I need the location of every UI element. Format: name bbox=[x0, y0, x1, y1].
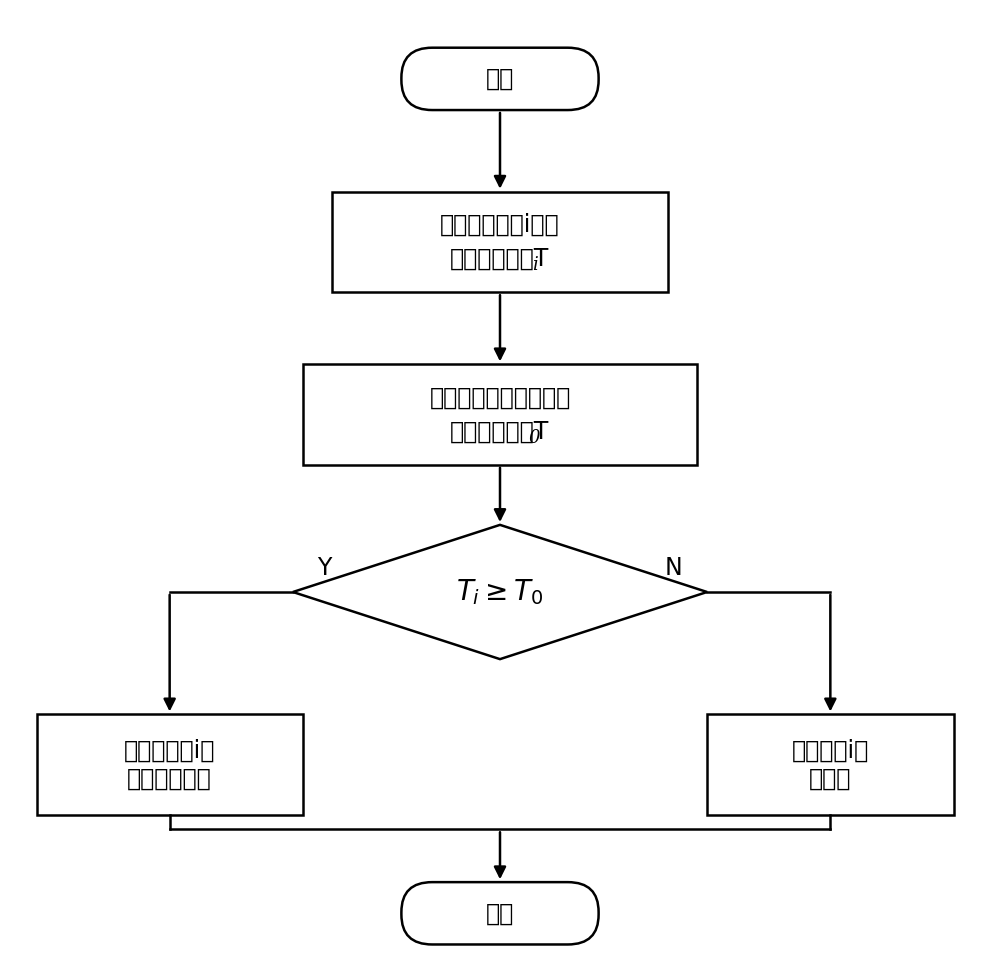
Text: i: i bbox=[532, 256, 537, 274]
Bar bbox=[303, 364, 697, 465]
Bar bbox=[707, 714, 954, 815]
FancyBboxPatch shape bbox=[401, 48, 599, 110]
Text: 确定关键参数提取的相: 确定关键参数提取的相 bbox=[429, 385, 571, 410]
Polygon shape bbox=[293, 524, 707, 659]
Text: 对状态量i不
予提取: 对状态量i不 予提取 bbox=[792, 739, 869, 790]
Text: 开始: 开始 bbox=[486, 67, 514, 90]
Text: Y: Y bbox=[318, 557, 332, 581]
Text: 计算出状态量i的向: 计算出状态量i的向 bbox=[440, 213, 560, 236]
Text: 结束: 结束 bbox=[486, 901, 514, 925]
Text: N: N bbox=[665, 557, 682, 581]
FancyBboxPatch shape bbox=[401, 883, 599, 945]
Bar bbox=[37, 714, 303, 815]
Text: 提取状态量i为
关键状态参数: 提取状态量i为 关键状态参数 bbox=[124, 739, 215, 790]
Text: 似性系数标准T: 似性系数标准T bbox=[450, 419, 550, 444]
Bar bbox=[332, 192, 668, 292]
Text: 0: 0 bbox=[529, 428, 540, 447]
Text: 量相似性系数T: 量相似性系数T bbox=[450, 247, 550, 271]
Text: $T_i\geq T_0$: $T_i\geq T_0$ bbox=[456, 577, 544, 607]
